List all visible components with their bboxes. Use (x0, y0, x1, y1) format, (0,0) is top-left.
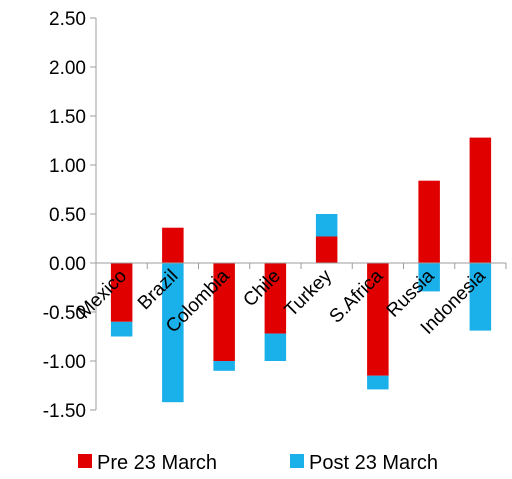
bar-colombia-pre (213, 263, 235, 361)
axes-layer (90, 17, 507, 411)
y-tick-label: 0.00 (49, 254, 86, 275)
y-tick-label: 1.00 (49, 156, 86, 177)
bar-russia-post (418, 263, 440, 292)
legend: Pre 23 March Post 23 March (78, 452, 438, 474)
y-tick-label: -0.50 (43, 303, 86, 324)
y-tick-label: 1.50 (49, 107, 86, 128)
bar-chile-pre (264, 263, 287, 334)
y-tick-label: -1.00 (43, 352, 86, 373)
bar-mexico-pre (110, 263, 133, 322)
bar-indonesia-pre (469, 137, 492, 263)
bars-layer (110, 137, 492, 403)
bar-s-africa-post (367, 375, 389, 390)
bar-turkey-post (315, 214, 338, 237)
y-tick-label: 2.00 (49, 58, 86, 79)
bar-indonesia-post (469, 263, 492, 331)
y-tick-labels: 2.50 2.00 1.50 1.00 0.50 0.00 -0.50 -1.00 -1.50 (43, 9, 86, 422)
bar-turkey-pre (315, 236, 338, 263)
y-tick-label: -1.50 (43, 401, 86, 422)
y-tick-label: 0.50 (49, 205, 86, 226)
bar-russia-pre (418, 180, 440, 263)
y-tick-label: 2.50 (49, 9, 86, 30)
legend-swatch-pre (78, 454, 92, 468)
bar-brazil-pre (162, 227, 184, 263)
legend-label-post: Post 23 March (309, 452, 438, 474)
bar-brazil-post (162, 263, 184, 403)
bar-colombia-post (213, 361, 235, 371)
legend-label-pre: Pre 23 March (97, 452, 217, 474)
bar-chile-post (264, 333, 287, 361)
legend-swatch-post (290, 454, 304, 468)
bar-mexico-post (110, 321, 133, 337)
bar-s-africa-pre (367, 263, 389, 376)
